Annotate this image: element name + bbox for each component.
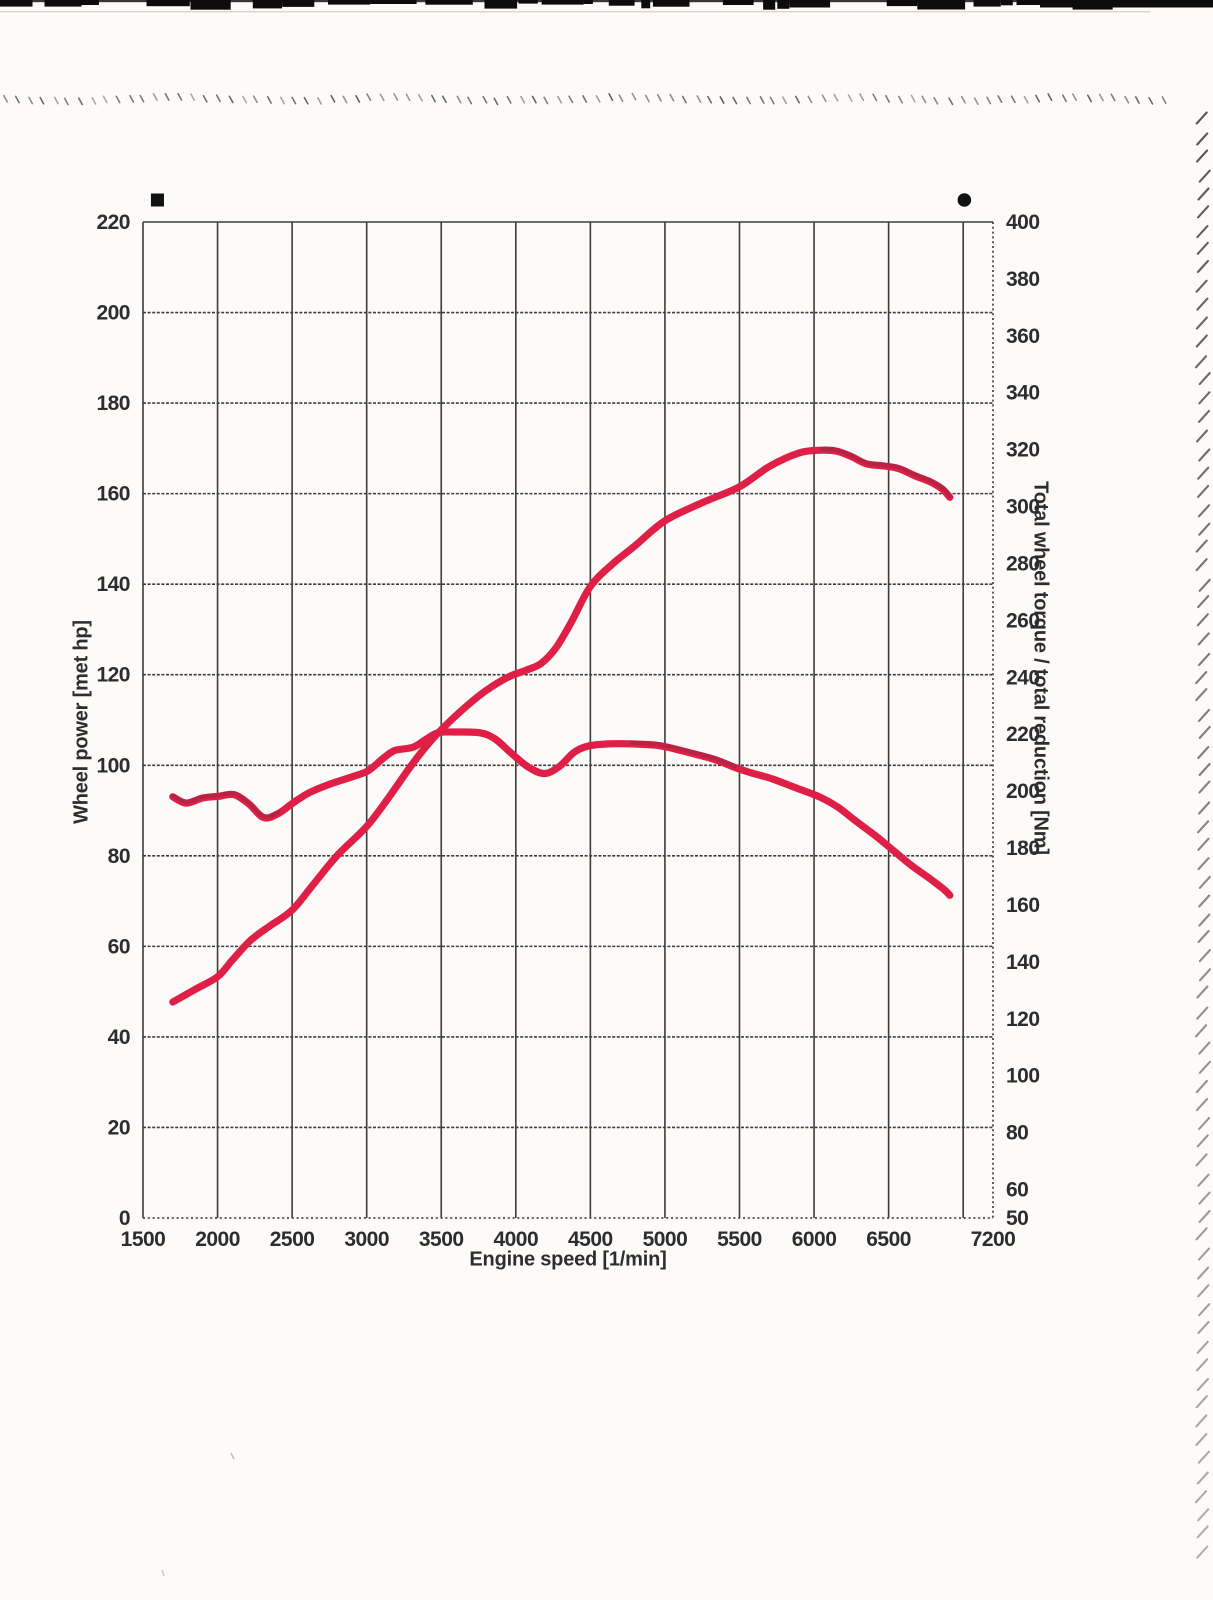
x-tick-label: 2000 bbox=[195, 1228, 240, 1251]
y-right-tick-label: 340 bbox=[1006, 382, 1040, 405]
legend-circle-marker-icon bbox=[957, 193, 972, 207]
y-axis-left-title: Wheel power [met hp] bbox=[70, 620, 93, 824]
y-right-tick-label: 360 bbox=[1006, 325, 1040, 348]
y-left-tick-label: 160 bbox=[96, 483, 130, 506]
y-right-tick-label: 160 bbox=[1006, 894, 1040, 917]
scan-speck bbox=[230, 1452, 235, 1460]
x-axis-tick-labels: 1500 2000 2500 3000 3500 4000 4500 5000 5500 6000… bbox=[121, 1228, 1016, 1251]
y-left-tick-label: 180 bbox=[96, 392, 130, 415]
y-left-tick-label: 20 bbox=[108, 1116, 130, 1139]
y-left-tick-label: 100 bbox=[96, 754, 130, 777]
curve-dark-shading bbox=[630, 740, 737, 769]
legend-square-marker-icon bbox=[150, 193, 164, 207]
y-right-tick-label: 240 bbox=[1006, 666, 1040, 689]
y-right-tick-label: 380 bbox=[1006, 268, 1040, 291]
y-right-tick-label: 180 bbox=[1006, 837, 1040, 860]
scan-perforation-line bbox=[2, 92, 1167, 106]
curve-dark-shading bbox=[819, 447, 952, 499]
scan-right-edge-hatch bbox=[1194, 111, 1212, 1559]
y-right-tick-label: 300 bbox=[1006, 496, 1040, 519]
y-right-tick-label: 120 bbox=[1006, 1008, 1040, 1031]
y-left-tick-label: 80 bbox=[108, 845, 130, 868]
x-tick-label: 3000 bbox=[344, 1228, 389, 1251]
y-left-tick-label: 60 bbox=[108, 935, 130, 958]
y-right-tick-label: 140 bbox=[1006, 951, 1040, 974]
y-left-tick-label: 220 bbox=[96, 211, 130, 234]
y-axis-right-tick-labels: 400 380 360 340 320 300 280 260 240 220 200 180 160 1… bbox=[1006, 211, 1040, 1230]
y-left-tick-label: 200 bbox=[96, 302, 130, 325]
x-tick-label: 5000 bbox=[643, 1228, 688, 1251]
x-tick-label: 6500 bbox=[866, 1228, 911, 1251]
y-right-tick-label: 320 bbox=[1006, 439, 1040, 462]
scan-top-edge-bar bbox=[0, 0, 1213, 13]
y-right-tick-label: 100 bbox=[1006, 1065, 1040, 1088]
curve-dark-shading bbox=[170, 791, 281, 819]
y-right-tick-label: 200 bbox=[1006, 780, 1040, 803]
x-tick-label: 3500 bbox=[419, 1228, 464, 1251]
x-tick-label: 5500 bbox=[717, 1228, 762, 1251]
y-right-tick-label: 220 bbox=[1006, 723, 1040, 746]
y-right-tick-label: 80 bbox=[1006, 1122, 1028, 1145]
y-right-tick-label: 400 bbox=[1006, 211, 1040, 234]
y-axis-right-title: Total wheel torque / total reduction [Nm… bbox=[1029, 481, 1052, 855]
x-tick-label: 1500 bbox=[121, 1228, 166, 1251]
wheel-power-curve bbox=[169, 446, 954, 1006]
y-right-tick-label: 60 bbox=[1006, 1179, 1028, 1202]
x-tick-label: 6000 bbox=[792, 1228, 837, 1251]
x-tick-label: 4000 bbox=[493, 1228, 538, 1251]
x-tick-label: 2500 bbox=[270, 1228, 315, 1251]
y-right-tick-label: 280 bbox=[1006, 552, 1040, 575]
y-left-tick-label: 40 bbox=[108, 1026, 130, 1049]
y-left-tick-label: 0 bbox=[119, 1207, 130, 1230]
curves bbox=[169, 446, 954, 1006]
x-axis-title: Engine speed [1/min] bbox=[469, 1248, 667, 1271]
wheel-torque-curve bbox=[169, 728, 954, 899]
plot-grid bbox=[142, 221, 994, 1219]
x-tick-label: 4500 bbox=[568, 1228, 613, 1251]
y-right-tick-label: 260 bbox=[1006, 609, 1040, 632]
y-right-tick-label: 50 bbox=[1006, 1207, 1028, 1230]
x-tick-label: 7200 bbox=[971, 1228, 1016, 1251]
y-left-tick-label: 120 bbox=[96, 664, 130, 687]
scan-speck bbox=[161, 1569, 165, 1577]
legend-markers bbox=[150, 193, 972, 207]
y-left-tick-label: 140 bbox=[96, 573, 130, 596]
